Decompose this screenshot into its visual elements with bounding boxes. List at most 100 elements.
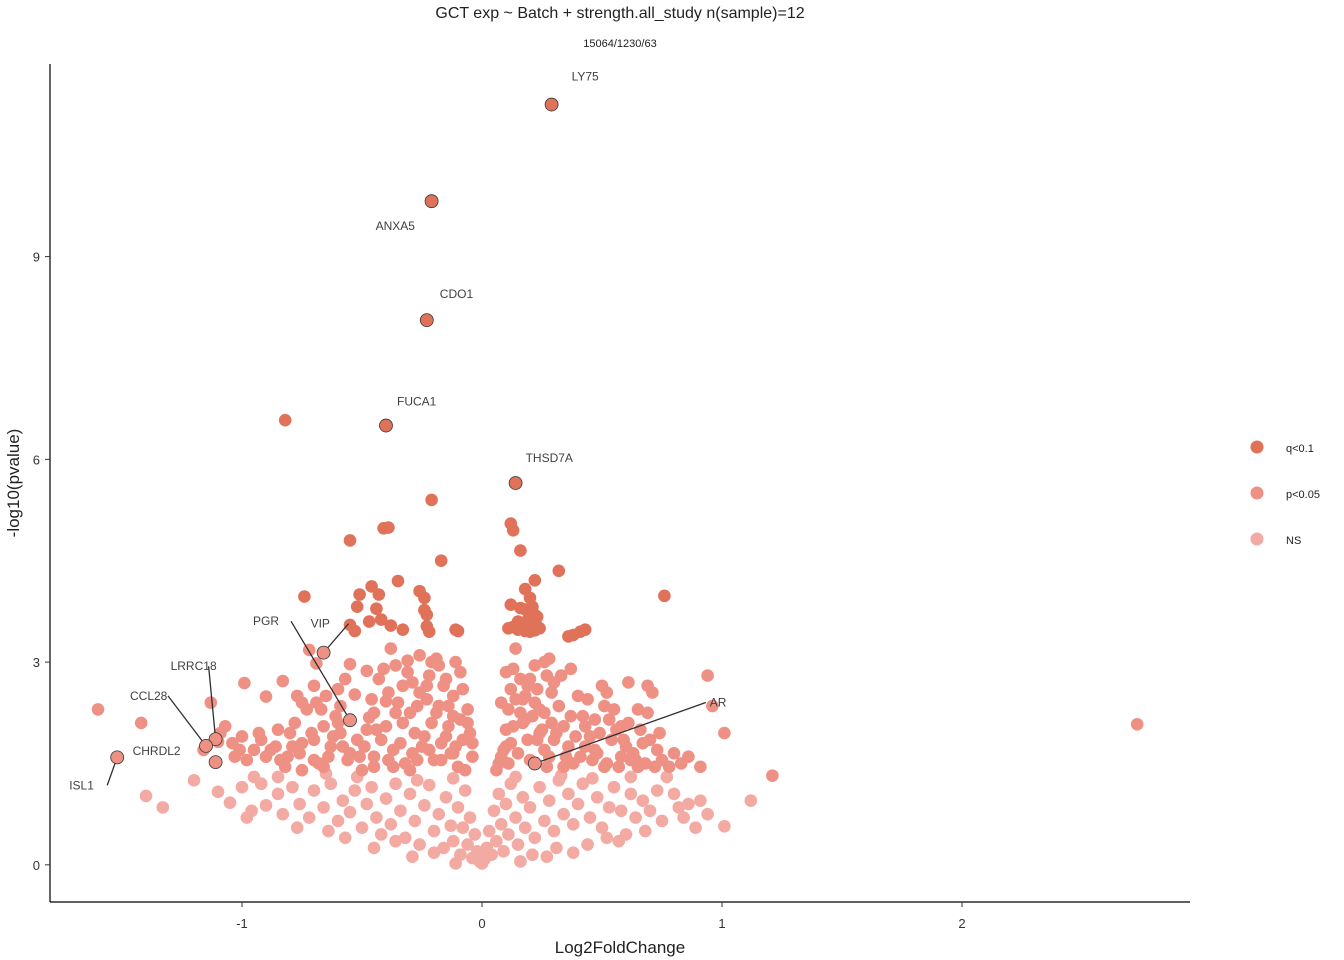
data-point-p-lt-0-05 — [766, 769, 779, 782]
data-point-p-lt-0-05 — [466, 736, 479, 750]
data-point-ns — [389, 777, 402, 791]
data-point-ns — [494, 817, 508, 831]
data-point-ns — [336, 794, 350, 807]
data-point-ns — [418, 799, 431, 812]
data-point-p-lt-0-05 — [494, 750, 508, 764]
data-point-ns — [509, 770, 522, 784]
data-point-p-lt-0-05 — [439, 672, 453, 686]
data-point-p-lt-0-05 — [514, 706, 527, 720]
data-point-ns — [439, 790, 453, 804]
highlight-layer — [110, 97, 559, 771]
data-point-p-lt-0-05 — [516, 716, 530, 730]
data-point-p-lt-0-05 — [396, 716, 410, 730]
data-point-ns — [689, 821, 702, 834]
y-tick-label: 9 — [33, 250, 40, 265]
data-point-p-lt-0-05 — [307, 753, 321, 767]
data-point-p-lt-0-05 — [564, 662, 578, 676]
data-point-p-lt-0-05 — [461, 703, 474, 716]
highlighted-gene-point — [419, 313, 434, 328]
data-point-p-lt-0-05 — [305, 726, 318, 740]
data-point-ns — [557, 807, 570, 821]
data-point-ns — [398, 831, 412, 845]
data-point-p-lt-0-05 — [293, 747, 306, 760]
data-point-ns — [463, 811, 477, 824]
data-point-ns — [437, 841, 450, 855]
data-point-p-lt-0-05 — [324, 740, 338, 753]
data-point-p-lt-0-05 — [329, 709, 342, 723]
data-point-p-lt-0-05 — [338, 672, 352, 686]
data-point-p-lt-0-05 — [552, 699, 566, 713]
data-point-ns — [410, 774, 424, 787]
data-point-ns — [360, 797, 374, 811]
data-point-p-lt-0-05 — [612, 760, 626, 774]
data-point-p-lt-0-05 — [341, 753, 354, 767]
data-point-q-lt-0-1 — [552, 564, 566, 578]
data-point-ns — [677, 811, 690, 824]
data-point-p-lt-0-05 — [264, 743, 278, 757]
data-point-p-lt-0-05 — [413, 649, 426, 662]
data-point-p-lt-0-05 — [578, 740, 592, 753]
data-point-p-lt-0-05 — [617, 733, 630, 747]
data-point-ns — [461, 838, 474, 851]
data-point-ns — [492, 787, 506, 801]
highlighted-gene-point — [208, 755, 223, 770]
data-point-ns — [586, 772, 599, 785]
data-point-p-lt-0-05 — [718, 726, 731, 740]
gene-label: VIP — [311, 617, 330, 631]
data-point-ns — [432, 807, 446, 821]
data-point-p-lt-0-05 — [434, 753, 448, 767]
data-point-p-lt-0-05 — [300, 703, 314, 716]
data-point-ns — [509, 811, 522, 824]
data-point-p-lt-0-05 — [406, 676, 419, 689]
data-point-p-lt-0-05 — [358, 740, 371, 753]
data-point-p-lt-0-05 — [401, 665, 414, 679]
data-point-p-lt-0-05 — [425, 716, 438, 730]
data-point-p-lt-0-05 — [134, 716, 148, 730]
data-point-p-lt-0-05 — [523, 672, 537, 686]
data-point-p-lt-0-05 — [91, 703, 105, 716]
data-point-q-lt-0-1 — [578, 623, 592, 636]
data-point-p-lt-0-05 — [238, 676, 251, 690]
data-point-p-lt-0-05 — [706, 699, 719, 713]
data-point-p-lt-0-05 — [583, 730, 597, 743]
data-point-p-lt-0-05 — [540, 669, 554, 682]
data-point-p-lt-0-05 — [288, 716, 302, 730]
data-point-p-lt-0-05 — [528, 696, 542, 709]
data-point-p-lt-0-05 — [545, 686, 558, 699]
data-point-ns — [384, 817, 398, 831]
data-point-p-lt-0-05 — [446, 747, 460, 760]
y-axis-title: -log10(pvalue) — [4, 429, 23, 538]
data-point-p-lt-0-05 — [641, 706, 654, 720]
data-point-p-lt-0-05 — [432, 659, 446, 672]
highlighted-gene-point — [424, 194, 439, 209]
data-point-p-lt-0-05 — [365, 692, 378, 706]
data-point-p-lt-0-05 — [602, 713, 616, 726]
data-point-p-lt-0-05 — [574, 750, 587, 764]
data-point-p-lt-0-05 — [694, 760, 707, 774]
highlighted-gene-point — [544, 97, 559, 112]
gene-label-connector — [290, 620, 351, 721]
data-point-ns — [540, 850, 554, 864]
data-point-p-lt-0-05 — [638, 757, 652, 770]
data-point-p-lt-0-05 — [458, 763, 472, 777]
data-point-ns — [643, 804, 657, 818]
data-point-ns — [576, 777, 590, 791]
data-point-ns — [223, 796, 237, 809]
gene-label: ANXA5 — [376, 219, 416, 233]
data-point-q-lt-0-1 — [391, 574, 405, 588]
legend-swatch — [1250, 532, 1264, 546]
data-point-ns — [317, 801, 330, 814]
data-point-p-lt-0-05 — [389, 659, 402, 672]
data-point-p-lt-0-05 — [233, 743, 246, 757]
chart-subtitle: 15064/1230/63 — [583, 38, 656, 50]
data-point-ns — [650, 784, 664, 797]
data-point-p-lt-0-05 — [614, 750, 628, 764]
data-point-p-lt-0-05 — [319, 689, 333, 703]
data-point-ns — [526, 848, 539, 861]
data-point-ns — [562, 787, 575, 801]
data-point-ns — [458, 784, 472, 797]
data-point-p-lt-0-05 — [334, 726, 347, 740]
data-point-p-lt-0-05 — [588, 713, 602, 726]
data-point-ns — [581, 838, 594, 851]
